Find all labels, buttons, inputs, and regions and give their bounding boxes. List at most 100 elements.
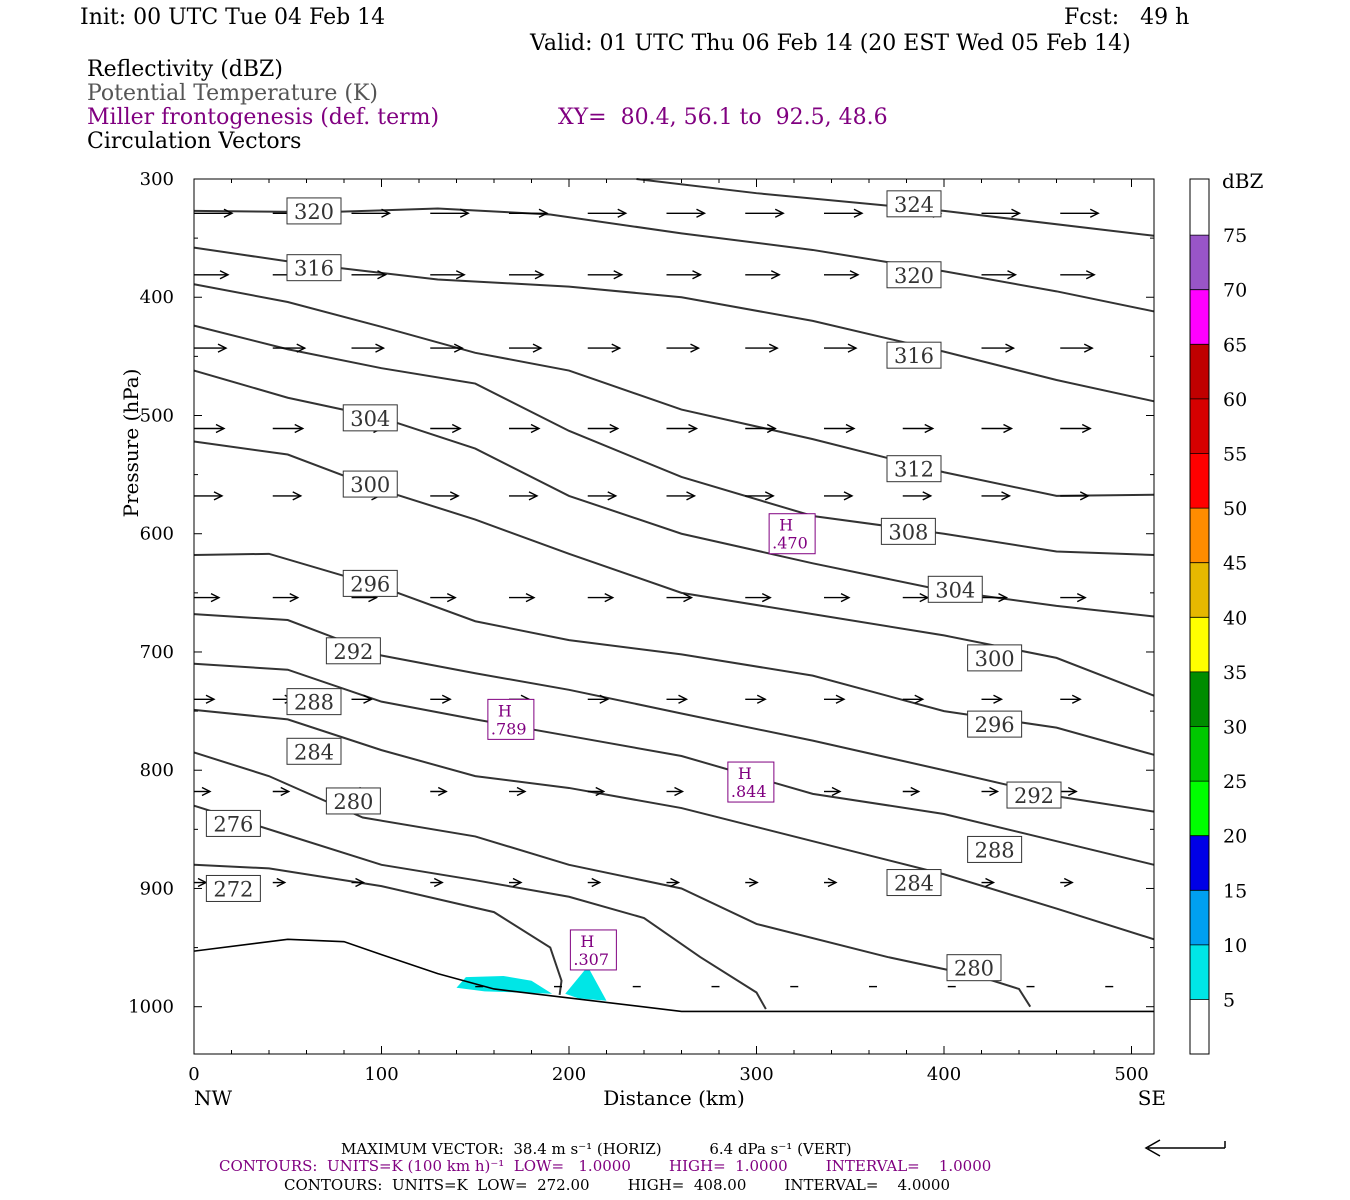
isentrope-label-300-0: 300	[342, 470, 398, 498]
colorbar-label-30: 30	[1223, 717, 1247, 739]
svg-text:304: 304	[350, 407, 390, 431]
circulation-vector-46	[981, 423, 1014, 434]
contours-frontogenesis-info: CONTOURS: UNITS=K (100 km h)⁻¹ LOW= 1.00…	[219, 1157, 992, 1175]
circulation-vector-68	[824, 592, 851, 603]
terrain-line	[193, 938, 1154, 1013]
frontogenesis-max-0: H.470	[768, 513, 816, 555]
y-axis-label: Pressure (hPa)	[119, 369, 143, 518]
isentrope-label-320-0: 320	[286, 197, 342, 225]
circulation-vector-81	[902, 694, 925, 704]
circulation-vector-96	[194, 877, 208, 888]
colorbar-label-35: 35	[1223, 662, 1247, 684]
circulation-vector-82	[981, 694, 1004, 704]
circulation-vector-72	[194, 694, 216, 704]
circulation-vector-26	[351, 343, 386, 353]
circulation-vector-22	[981, 270, 1018, 280]
svg-text:296: 296	[350, 572, 390, 596]
svg-text:316: 316	[894, 344, 934, 368]
circulation-vector-24	[194, 343, 228, 353]
circulation-vector-5	[587, 208, 628, 218]
circulation-vector-19	[745, 270, 781, 280]
isentrope-label-272-0: 272	[205, 874, 261, 902]
y-tick-300: 300	[140, 169, 174, 190]
svg-text:288: 288	[975, 838, 1015, 862]
plot-frame	[193, 178, 1155, 1055]
isentrope-312	[193, 283, 1155, 497]
colorbar-label-15: 15	[1223, 880, 1247, 902]
colorbar-swatch-55	[1190, 398, 1209, 454]
circulation-vector-80	[824, 694, 846, 704]
y-tick-800: 800	[140, 760, 174, 781]
svg-text:280: 280	[954, 957, 994, 981]
circulation-vector-92	[824, 786, 842, 797]
field-theta: Potential Temperature (K)	[87, 81, 378, 106]
svg-text:.789: .789	[491, 719, 527, 738]
contours-theta-info: CONTOURS: UNITS=K LOW= 272.00 HIGH= 408.…	[284, 1176, 950, 1194]
isentrope-label-308-0: 308	[880, 517, 936, 545]
init-time: Init: 00 UTC Tue 04 Feb 14	[80, 5, 386, 30]
circulation-vector-58	[981, 491, 1012, 501]
circulation-vector-30	[666, 343, 701, 353]
colorbar-unit: dBZ	[1222, 169, 1264, 193]
circulation-vector-51	[430, 491, 460, 501]
svg-text:304: 304	[935, 578, 975, 602]
circulation-vector-78	[666, 694, 689, 704]
isentrope-label-316-1: 316	[886, 341, 942, 369]
svg-text:.470: .470	[772, 534, 808, 553]
circulation-vector-95	[1060, 786, 1078, 797]
circulation-vector-89	[587, 786, 606, 797]
isentrope-label-316-0: 316	[286, 254, 342, 282]
circulation-vector-31	[745, 343, 779, 353]
isentrope-label-280-1: 280	[946, 954, 1002, 982]
circulation-vector-59	[1060, 491, 1090, 501]
circulation-vector-79	[745, 694, 767, 704]
circulation-vector-74	[351, 694, 374, 704]
circulation-vector-10	[981, 208, 1022, 218]
reference-vector	[1144, 1139, 1226, 1157]
colorbar-label-5: 5	[1223, 990, 1235, 1012]
isentrope-label-320-1: 320	[886, 261, 942, 289]
isentrope-label-300-1: 300	[967, 644, 1023, 672]
circulation-vector-67	[745, 592, 772, 603]
circulation-vector-75	[430, 694, 452, 704]
circulation-vector-84	[194, 786, 212, 797]
colorbar-label-40: 40	[1223, 607, 1247, 629]
colorbar-swatch-50	[1190, 453, 1209, 509]
colorbar-label-75: 75	[1223, 225, 1247, 247]
x-tick-300: 300	[739, 1064, 773, 1085]
svg-text:324: 324	[894, 193, 934, 217]
circulation-vector-16	[509, 270, 545, 280]
circulation-vector-43	[745, 423, 777, 434]
circulation-vector-101	[587, 877, 602, 888]
colorbar-swatch-30	[1190, 671, 1209, 727]
colorbar-label-60: 60	[1223, 389, 1247, 411]
x-end-right: SE	[1138, 1086, 1166, 1110]
circulation-vector-15	[430, 270, 466, 280]
svg-text:288: 288	[294, 691, 334, 715]
isentrope-label-304-1: 304	[927, 575, 983, 603]
isentrope-308	[193, 324, 1155, 557]
circulation-vector-106	[981, 877, 996, 888]
colorbar-swatch-65	[1190, 289, 1209, 345]
circulation-vector-97	[272, 877, 287, 888]
reflectivity-patch-1	[565, 966, 607, 1001]
x-tick-200: 200	[552, 1064, 586, 1085]
circulation-vector-69	[902, 592, 930, 603]
isentrope-label-288-0: 288	[286, 688, 342, 716]
reflectivity-patch-0	[456, 975, 553, 994]
circulation-vector-41	[587, 423, 620, 434]
circulation-vector-63	[430, 592, 457, 603]
circulation-vector-23	[1060, 270, 1096, 280]
svg-text:312: 312	[894, 458, 934, 482]
frontogenesis-max-2: H.844	[727, 761, 775, 803]
svg-text:320: 320	[894, 264, 934, 288]
colorbar-label-55: 55	[1223, 444, 1247, 466]
isentrope-276	[193, 804, 767, 1010]
circulation-vector-104	[824, 877, 838, 888]
x-tick-0: 0	[188, 1064, 199, 1085]
circulation-vector-28	[509, 343, 543, 353]
colorbar-swatch-35	[1190, 617, 1209, 672]
circulation-vector-66	[666, 592, 694, 603]
circulation-vector-60	[194, 592, 221, 603]
